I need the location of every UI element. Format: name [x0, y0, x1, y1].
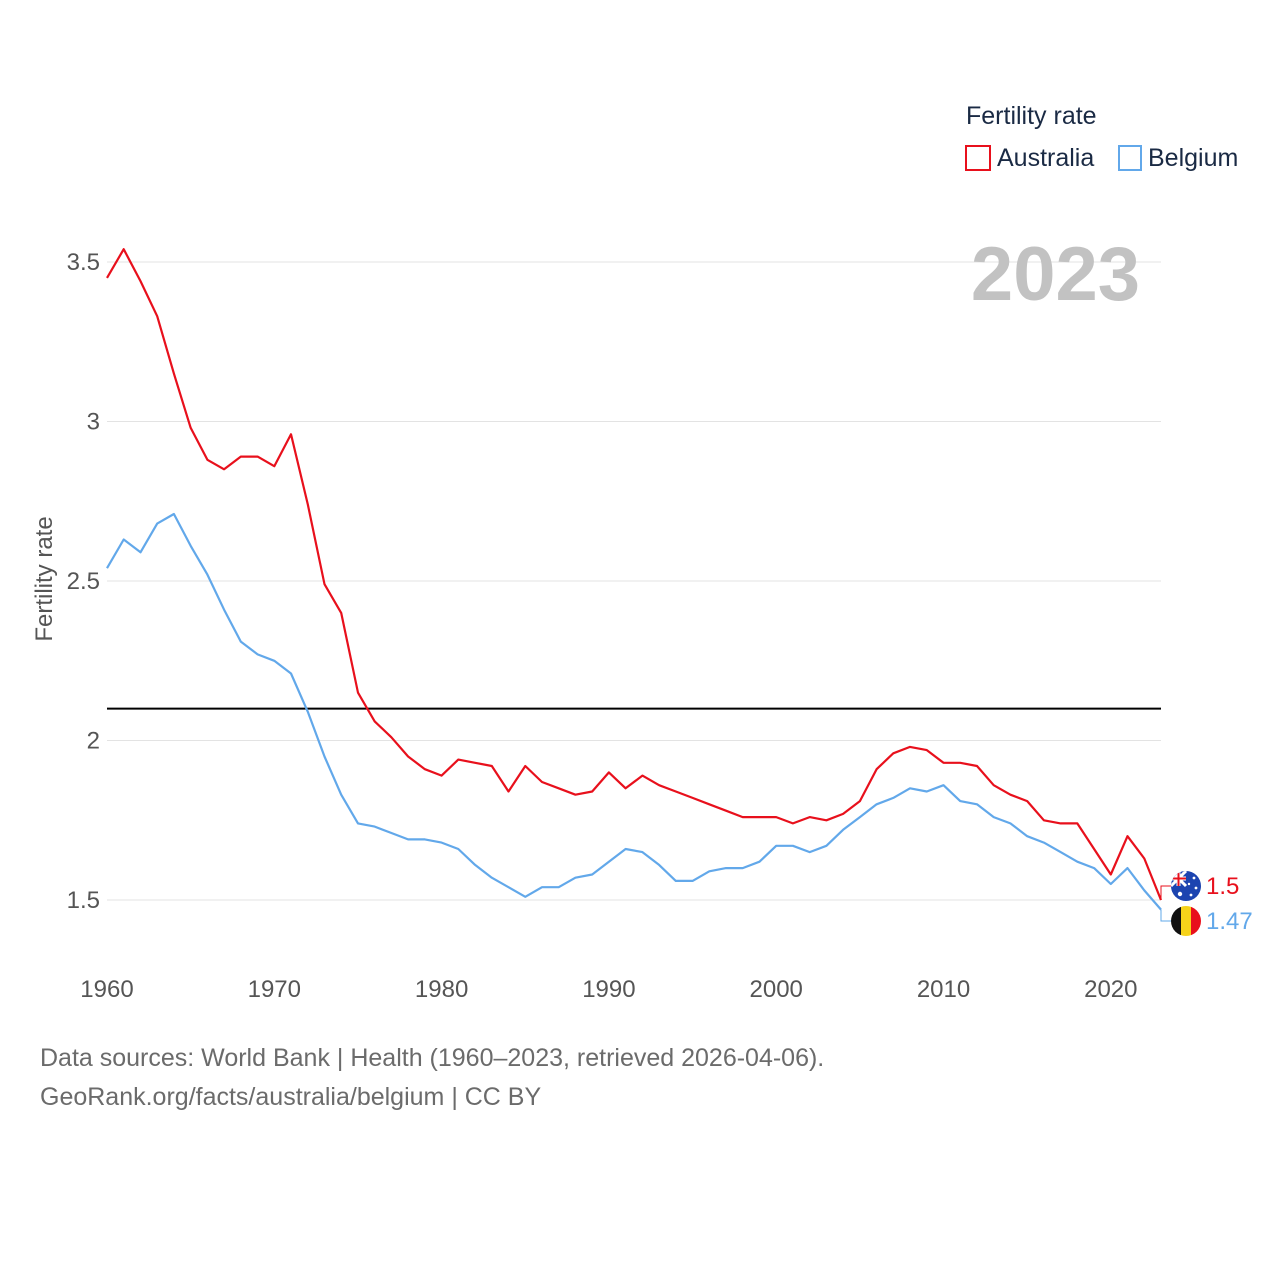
end-connector-australia: [1160, 885, 1171, 900]
legend-swatch-australia: [965, 145, 991, 171]
gridlines: [107, 261, 1161, 901]
legend-item-australia[interactable]: Australia: [965, 144, 1094, 172]
legend-title: Fertility rate: [966, 102, 1097, 130]
x-tick-label: 1990: [582, 976, 635, 1003]
x-tick-label: 2000: [750, 976, 803, 1003]
legend-label-belgium: Belgium: [1148, 144, 1238, 172]
legend-label-australia: Australia: [997, 144, 1094, 172]
y-tick-label: 1.5: [67, 887, 100, 914]
belgium-flag: [1171, 906, 1201, 936]
x-tick-label: 1980: [415, 976, 468, 1003]
series-line-belgium: [106, 512, 1162, 911]
source-link[interactable]: GeoRank.org/facts/australia/belgium | CC…: [40, 1083, 542, 1111]
end-value-label-australia: 1.5: [1206, 873, 1239, 900]
end-value-label-belgium: 1.47: [1206, 908, 1253, 935]
x-tick-label: 2020: [1084, 976, 1137, 1003]
legend-item-belgium[interactable]: Belgium: [1118, 144, 1238, 172]
x-tick-label: 1960: [80, 976, 133, 1003]
y-tick-label: 2.5: [67, 568, 100, 595]
data-source-note: Data sources: World Bank | Health (1960–…: [40, 1044, 825, 1072]
series-lines: [106, 248, 1163, 911]
y-axis-title: Fertility rate: [31, 516, 58, 641]
x-tick-label: 2010: [917, 976, 970, 1003]
y-axis-ticks: 1.5 2 2.5 3 3.5: [67, 249, 100, 914]
x-axis-ticks: 1960 1970 1980 1990 2000 2010 2020: [80, 976, 1137, 1003]
legend: Fertility rate Australia Belgium: [965, 102, 1238, 172]
y-tick-label: 3.5: [67, 249, 100, 276]
y-tick-label: 3: [87, 409, 100, 436]
year-watermark: 2023: [971, 232, 1140, 317]
end-connector-belgium: [1160, 909, 1171, 922]
legend-swatch-belgium: [1118, 145, 1142, 171]
australia-flag: [1171, 871, 1201, 901]
y-tick-label: 2: [87, 728, 100, 755]
x-tick-label: 1970: [248, 976, 301, 1003]
series-line-australia: [106, 248, 1163, 901]
series-end-labels: 1.5 1.47: [1160, 873, 1253, 935]
